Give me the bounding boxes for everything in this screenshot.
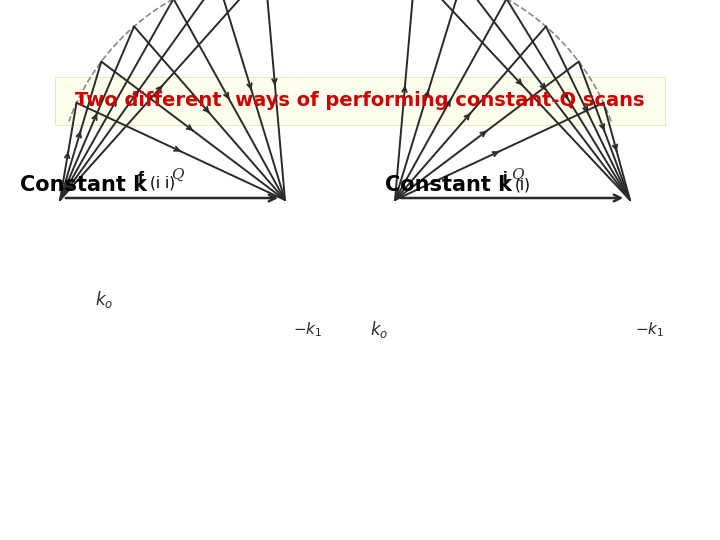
Text: Two different  ways of performing constant-Q scans: Two different ways of performing constan… [76, 91, 644, 111]
Text: (i): (i) [515, 178, 531, 193]
Text: $k_o$: $k_o$ [370, 320, 388, 341]
Text: Constant k: Constant k [20, 175, 147, 195]
Text: Q: Q [171, 168, 184, 182]
Text: i: i [503, 171, 508, 185]
FancyBboxPatch shape [55, 77, 665, 125]
Text: $k_o$: $k_o$ [95, 289, 113, 310]
Text: (i i): (i i) [150, 175, 175, 190]
Text: Constant k: Constant k [385, 175, 512, 195]
Text: $-k_1$: $-k_1$ [293, 321, 323, 339]
Text: f: f [138, 171, 144, 185]
Text: Q: Q [511, 168, 523, 182]
Text: $-k_1$: $-k_1$ [635, 321, 665, 339]
